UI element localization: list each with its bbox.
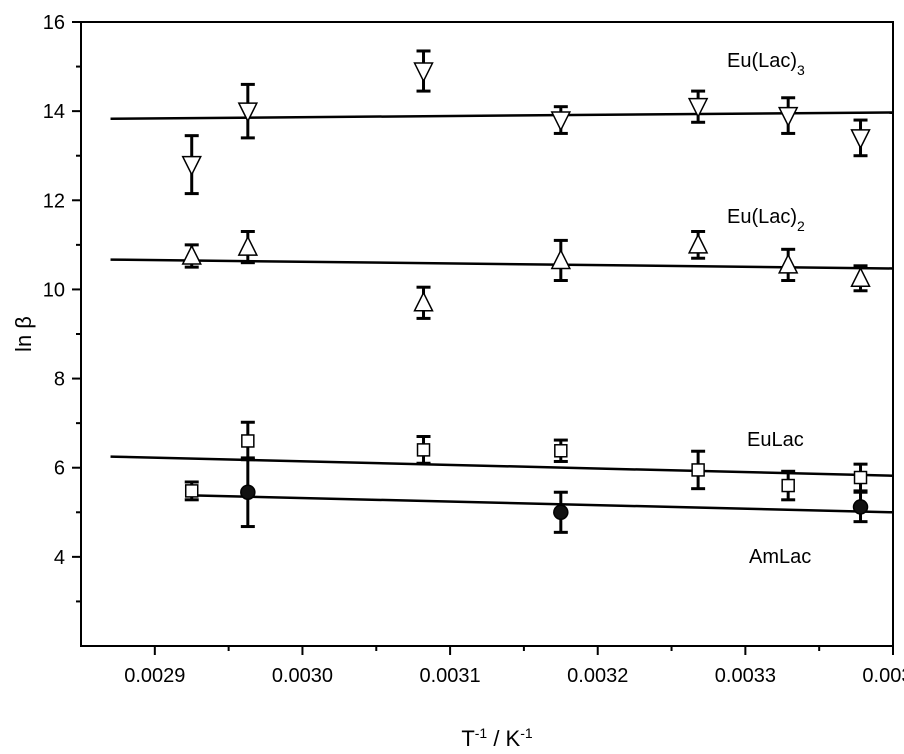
data-point-3-2 (852, 499, 869, 515)
data-point-2-5 (781, 478, 795, 493)
data-point-2-0 (184, 484, 199, 498)
data-point-1-4 (687, 233, 709, 254)
y-axis-title: ln β (11, 316, 36, 352)
data-point-1-5 (777, 253, 799, 274)
data-point-0-3 (550, 111, 572, 132)
y-tick-label-0: 4 (54, 547, 65, 569)
series-label-eulac: EuLac (747, 429, 804, 451)
data-point-0-5 (777, 106, 799, 128)
fit-line-0 (110, 111, 894, 120)
series-label-eu-lac2: Eu(Lac)2 (727, 206, 805, 234)
error-bars (184, 49, 868, 534)
y-tick-label-1: 6 (54, 458, 65, 480)
data-markers (181, 62, 871, 521)
data-point-1-2 (413, 291, 434, 312)
data-point-2-2 (416, 443, 431, 457)
data-point-0-2 (413, 62, 434, 83)
x-tick-label-0: 0.0029 (124, 665, 185, 687)
data-point-0-0 (181, 155, 202, 177)
x-axis-title-sup1: -1 (475, 725, 488, 741)
data-point-0-4 (687, 97, 709, 119)
data-point-2-6 (853, 470, 868, 485)
data-point-1-1 (237, 235, 259, 256)
x-tick-label-5: 0.0034 (862, 665, 904, 687)
y-tick-label-6: 16 (43, 12, 65, 34)
x-axis: 0.0029 0.0030 0.0031 0.0032 0.0033 0.0034 (124, 646, 904, 687)
data-point-1-6 (850, 266, 871, 288)
x-axis-title-base: T (461, 726, 474, 751)
x-axis-title: T-1 / K-1 (461, 725, 533, 751)
x-tick-label-4: 0.0033 (715, 665, 776, 687)
fit-line-2 (110, 455, 894, 477)
x-tick-label-3: 0.0032 (567, 665, 628, 687)
y-tick-label-3: 10 (43, 279, 65, 301)
x-axis-title-sup2: -1 (520, 725, 533, 741)
fit-line-3 (191, 494, 894, 514)
data-point-1-0 (181, 244, 202, 265)
data-point-0-1 (237, 102, 259, 123)
y-tick-label-5: 14 (43, 101, 65, 123)
data-point-3-0 (240, 484, 256, 500)
data-point-1-3 (550, 248, 572, 270)
series-label-eu-lac3: Eu(Lac)3 (727, 50, 805, 78)
series-label-amlac: AmLac (749, 546, 811, 568)
fit-line-1 (110, 258, 894, 270)
x-axis-title-mid: / K (487, 726, 520, 751)
data-point-2-4 (691, 463, 705, 477)
data-point-2-1 (241, 434, 255, 448)
fit-lines (110, 111, 894, 514)
data-point-2-3 (554, 444, 568, 458)
x-tick-label-2: 0.0031 (420, 665, 481, 687)
data-point-0-6 (850, 129, 871, 150)
y-tick-label-2: 8 (54, 369, 65, 391)
y-tick-label-4: 12 (43, 190, 65, 212)
data-point-3-1 (553, 504, 569, 521)
x-tick-label-1: 0.0030 (272, 665, 333, 687)
y-axis: 4 6 8 10 12 14 16 (43, 12, 81, 603)
